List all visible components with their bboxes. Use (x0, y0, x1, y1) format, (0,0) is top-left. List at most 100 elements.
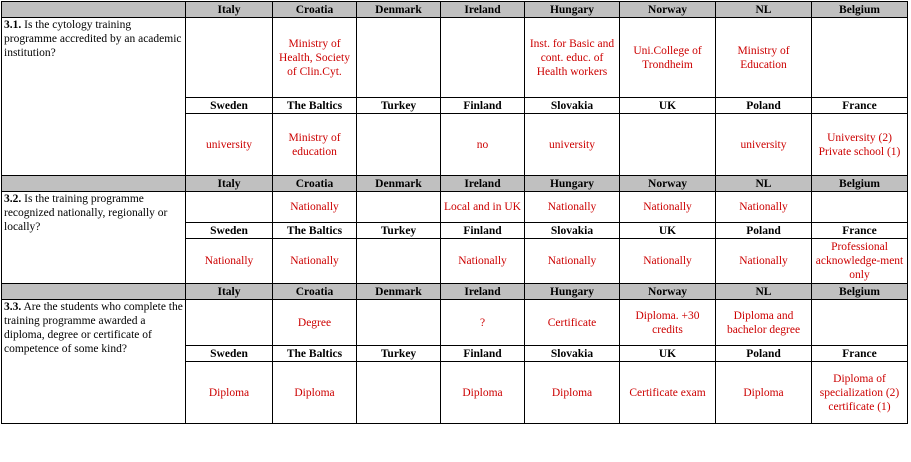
question-cell: 3.1. Is the cytology training programme … (1, 17, 186, 176)
country-header: Croatia (272, 175, 357, 192)
country-header: Slovakia (524, 222, 620, 239)
answer-cell: University (2) Private school (1) (811, 113, 908, 176)
country-header: Italy (185, 175, 273, 192)
answer-cell (811, 299, 908, 346)
country-header: NL (715, 283, 812, 300)
answer-cell: Professional acknowledge-ment only (811, 238, 908, 284)
question-header-blank (1, 283, 186, 300)
answer-cell: Diploma. +30 credits (619, 299, 716, 346)
answer-cell (811, 191, 908, 223)
country-header: Finland (440, 222, 525, 239)
country-header: Ireland (440, 1, 525, 18)
country-header: UK (619, 97, 716, 114)
country-header: Hungary (524, 175, 620, 192)
answer-cell: Ministry of Health, Society of Clin.Cyt. (272, 17, 357, 98)
answer-cell: university (524, 113, 620, 176)
country-header: France (811, 222, 908, 239)
answer-cell: university (185, 113, 273, 176)
header-row-3-1-b: Sweden The Baltics Turkey Finland Slovakia UK… (2, 97, 908, 114)
answer-cell (811, 17, 908, 98)
answer-cell (619, 113, 716, 176)
header-row-3-3-a: Italy Croatia Denmark Ireland Hungary Norway N… (1, 283, 908, 300)
country-header: Sweden (185, 345, 273, 362)
country-header: Denmark (356, 1, 441, 18)
question-number: 3.2. (4, 193, 22, 205)
question-text: Are the students who complete the traini… (4, 301, 183, 355)
answer-cell (356, 361, 441, 424)
answer-cell: Nationally (440, 238, 525, 284)
answer-cell: no (440, 113, 525, 176)
answer-cell: Nationally (185, 238, 273, 284)
country-header: UK (619, 345, 716, 362)
country-header: Hungary (524, 1, 620, 18)
question-number: 3.1. (4, 19, 22, 31)
country-header: Ireland (440, 283, 525, 300)
country-header: Turkey (356, 345, 441, 362)
answer-cell: Local and in UK (440, 191, 525, 223)
answer-cell (440, 17, 525, 98)
country-header: The Baltics (272, 222, 357, 239)
header-row-3-2-a: Italy Croatia Denmark Ireland Hungary Norway N… (1, 175, 908, 192)
question-number: 3.3. (4, 301, 22, 313)
country-header: Belgium (811, 283, 908, 300)
answer-cell: Nationally (715, 191, 812, 223)
answer-row-3-1-a: 3.1. Is the cytology training programme … (1, 17, 908, 176)
answer-cell (185, 17, 273, 98)
country-header: Norway (619, 1, 716, 18)
question-cell: 3.2. Is the training programme recognize… (1, 191, 186, 284)
survey-table: Italy Croatia Denmark Ireland Hungary Norway N… (1, 1, 908, 424)
question-text: Is the cytology training programme accre… (4, 19, 182, 59)
country-header: The Baltics (272, 345, 357, 362)
answer-cell: Diploma (715, 361, 812, 424)
answer-cell (185, 299, 273, 346)
answer-cell: Nationally (619, 238, 716, 284)
answer-cell (356, 191, 441, 223)
answer-cell: Diploma (524, 361, 620, 424)
country-header: Croatia (272, 1, 357, 18)
country-header: Norway (619, 175, 716, 192)
answer-cell: Diploma (440, 361, 525, 424)
answer-cell: Nationally (272, 238, 357, 284)
question-header-blank (1, 1, 186, 18)
answer-cell: Nationally (524, 191, 620, 223)
country-header: France (811, 345, 908, 362)
country-header: Slovakia (524, 345, 620, 362)
answer-cell (356, 17, 441, 98)
country-header: Sweden (185, 222, 273, 239)
country-header: Sweden (185, 97, 273, 114)
country-header: Finland (440, 345, 525, 362)
answer-cell: Nationally (272, 191, 357, 223)
answer-cell: Nationally (619, 191, 716, 223)
answer-cell: Nationally (524, 238, 620, 284)
country-header: Italy (185, 1, 273, 18)
country-header: The Baltics (272, 97, 357, 114)
country-header: Turkey (356, 222, 441, 239)
country-header: Italy (185, 283, 273, 300)
answer-row-3-2-a: 3.2. Is the training programme recognize… (1, 191, 908, 284)
country-header: Slovakia (524, 97, 620, 114)
country-header: Poland (715, 222, 812, 239)
answer-cell: Inst. for Basic and cont. educ. of Healt… (524, 17, 620, 98)
country-header: Denmark (356, 283, 441, 300)
answer-cell: Degree (272, 299, 357, 346)
country-header: Turkey (356, 97, 441, 114)
answer-cell (356, 238, 441, 284)
answer-row-3-1-b: university Ministry of education no univers… (2, 113, 908, 176)
country-header: Belgium (811, 175, 908, 192)
country-header: UK (619, 222, 716, 239)
question-text: Is the training programme recognized nat… (4, 193, 168, 233)
answer-cell: Certificate (524, 299, 620, 346)
answer-cell: Diploma of specialization (2) certificat… (811, 361, 908, 424)
country-header: Poland (715, 345, 812, 362)
country-header: Ireland (440, 175, 525, 192)
answer-cell: Diploma and bachelor degree (715, 299, 812, 346)
answer-cell: Certificate exam (619, 361, 716, 424)
country-header: Poland (715, 97, 812, 114)
answer-row-3-2-b: Nationally Nationally Nationally Nationally… (2, 238, 908, 284)
question-cell: 3.3. Are the students who complete the t… (1, 299, 186, 424)
country-header: Norway (619, 283, 716, 300)
answer-row-3-3-b: Diploma Diploma Diploma Diploma Certificate … (2, 361, 908, 424)
answer-cell: Uni.College of Trondheim (619, 17, 716, 98)
answer-cell (356, 113, 441, 176)
country-header: France (811, 97, 908, 114)
